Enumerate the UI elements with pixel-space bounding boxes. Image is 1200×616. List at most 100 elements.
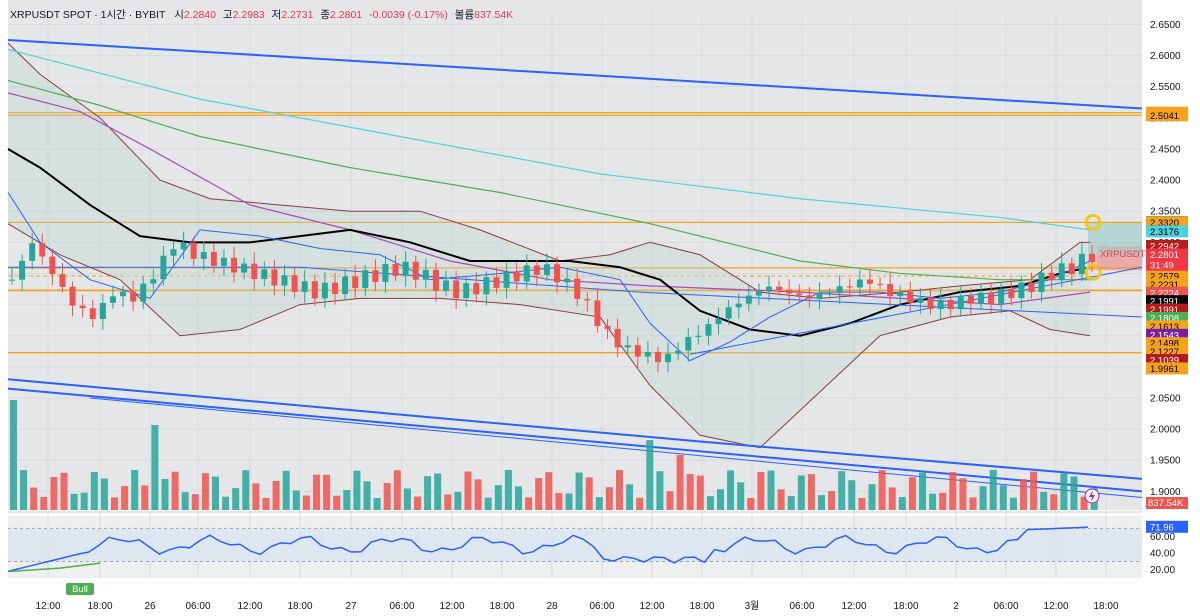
time-tick-label[interactable]: 18:00 [893,601,918,612]
candle-body[interactable] [897,292,904,297]
candle-body[interactable] [392,263,399,276]
candle-body[interactable] [231,257,238,273]
candle-body[interactable] [170,249,177,256]
candle-body[interactable] [1038,272,1045,293]
candle-body[interactable] [331,282,338,295]
candle-body[interactable] [503,271,510,288]
candle-body[interactable] [311,281,318,299]
candle-body[interactable] [745,295,752,304]
time-tick-label[interactable]: 12:00 [439,601,464,612]
candle-body[interactable] [210,252,217,266]
candle-body[interactable] [776,286,783,290]
candle-body[interactable] [1008,288,1015,299]
candle-body[interactable] [1058,263,1065,281]
candle-body[interactable] [220,257,227,266]
candle-body[interactable] [937,299,944,310]
candle-body[interactable] [463,283,470,299]
time-axis[interactable]: 12:00 18:00 26 06:00 12:00 18:00 27 06:00 12:00 1… [0,596,1200,616]
candle-body[interactable] [301,281,308,292]
rsi-pane[interactable]: Bull [7,526,1142,595]
time-tick-label[interactable]: 3월 [745,600,760,612]
candle-body[interactable] [604,326,611,329]
candle-body[interactable] [150,279,157,284]
candle-body[interactable] [675,350,682,354]
time-tick-label[interactable]: 12:00 [841,601,866,612]
time-tick-label[interactable]: 12:00 [1043,601,1068,612]
candle-body[interactable] [89,308,96,319]
candle-body[interactable] [705,324,712,336]
candle-body[interactable] [382,263,389,282]
candle-body[interactable] [554,264,561,283]
candle-body[interactable] [836,286,843,294]
price-axis[interactable]: 2.65002.60002.55002.50002.45002.40002.35… [1097,0,1200,616]
candle-body[interactable] [584,298,591,301]
time-tick-label[interactable]: 06:00 [589,601,614,612]
candle-body[interactable] [59,274,66,287]
candle-body[interactable] [120,291,127,297]
candle-body[interactable] [493,277,500,288]
candle-body[interactable] [443,280,450,291]
candle-body[interactable] [140,283,147,302]
candle-body[interactable] [988,292,995,304]
candle-body[interactable] [856,279,863,288]
time-tick-label[interactable]: 06:00 [185,601,210,612]
candle-body[interactable] [261,269,268,280]
candle-body[interactable] [624,345,631,348]
time-tick-label[interactable]: 18:00 [87,601,112,612]
candle-body[interactable] [644,351,651,357]
time-tick-label[interactable]: 06:00 [993,601,1018,612]
candle-body[interactable] [887,283,894,297]
candle-body[interactable] [29,243,36,261]
candle-body[interactable] [846,286,853,288]
candle-body[interactable] [190,242,197,259]
candle-body[interactable] [826,293,833,295]
candle-body[interactable] [907,292,914,303]
candle-body[interactable] [180,242,187,250]
candle-body[interactable] [422,269,429,280]
candle-body[interactable] [735,303,742,308]
candle-body[interactable] [79,305,86,309]
candle-body[interactable] [271,269,278,286]
candle-body[interactable] [967,295,974,304]
candle-body[interactable] [685,337,692,351]
candle-body[interactable] [49,256,56,275]
candle-body[interactable] [241,263,248,273]
time-tick-label[interactable]: 18:00 [689,601,714,612]
candle-body[interactable] [1089,253,1095,262]
last-price-tag-bg[interactable] [1146,248,1188,271]
price-tag-bg[interactable] [1146,109,1188,122]
time-tick-label[interactable]: 26 [144,601,156,612]
candle-body[interactable] [321,282,328,299]
candle-body[interactable] [1048,272,1055,281]
candle-body[interactable] [806,295,813,299]
candle-body[interactable] [513,271,520,282]
candle-body[interactable] [1078,253,1085,275]
time-tick-label[interactable]: 18:00 [287,601,312,612]
candle-body[interactable] [957,295,964,310]
candle-body[interactable] [947,299,954,310]
time-tick-label[interactable]: 28 [546,601,558,612]
candle-body[interactable] [998,288,1005,304]
candle-body[interactable] [130,291,137,302]
time-tick-label[interactable]: 2 [953,601,959,612]
candle-body[interactable] [564,278,571,283]
candle-body[interactable] [917,297,924,303]
candle-body[interactable] [453,280,460,299]
candle-body[interactable] [9,279,15,281]
time-tick-label[interactable]: 12:00 [35,601,60,612]
candle-body[interactable] [594,300,601,327]
price-tag-bg[interactable] [1146,225,1188,238]
candle-body[interactable] [1018,282,1025,299]
candle-body[interactable] [352,276,359,289]
candle-body[interactable] [342,276,349,295]
candle-body[interactable] [715,318,722,325]
candle-body[interactable] [654,351,661,363]
candle-body[interactable] [574,278,581,299]
price-tag-bg[interactable] [1146,362,1188,375]
candle-body[interactable] [725,307,732,319]
candle-body[interactable] [755,290,762,296]
candle-body[interactable] [109,296,116,303]
candle-body[interactable] [39,243,46,257]
candle-body[interactable] [281,275,288,286]
